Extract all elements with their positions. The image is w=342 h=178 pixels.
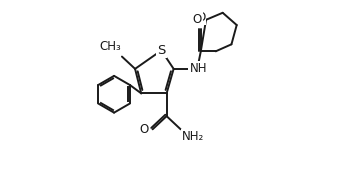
Text: NH: NH [189, 62, 207, 75]
Text: O: O [193, 13, 202, 26]
Text: NH₂: NH₂ [182, 130, 204, 143]
Text: CH₃: CH₃ [99, 40, 121, 53]
Text: O: O [196, 11, 206, 24]
Text: S: S [157, 44, 166, 57]
Text: O: O [139, 123, 148, 136]
